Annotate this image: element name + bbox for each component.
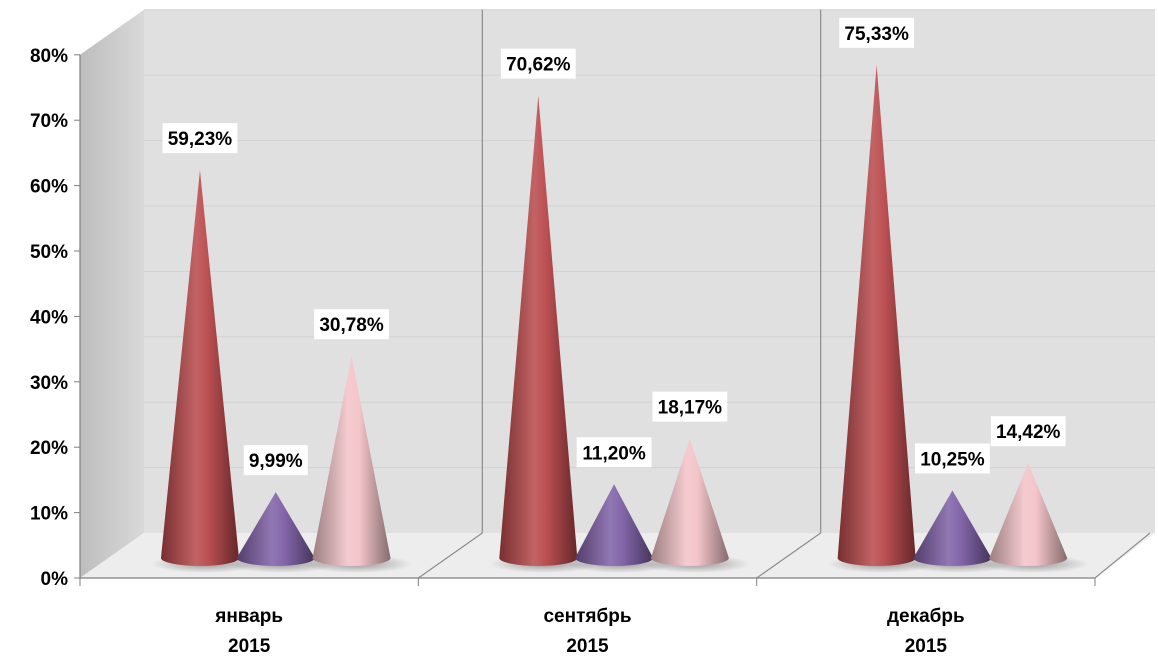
cone-bar [499,95,578,566]
data-label: 10,25% [920,449,985,470]
cone-bar [236,492,315,566]
data-label: 9,99% [249,451,303,472]
data-label-box [314,309,389,340]
data-label: 70,62% [506,55,571,76]
data-label: 59,23% [168,129,233,150]
y-tick-label: 80% [30,46,68,67]
side-wall [80,9,144,579]
y-tick-label: 30% [30,373,68,394]
category-label-line: 2015 [228,636,271,657]
y-tick-label: 60% [30,177,68,198]
floor-edge [1094,532,1151,579]
cone-bar [575,484,654,566]
category-label-line: декабрь [887,606,965,627]
category-label: декабрь 2015 [887,606,965,657]
y-tick-label: 0% [41,569,69,590]
data-label: 14,42% [996,422,1061,443]
y-tick-label: 70% [30,111,68,132]
y-tick-label: 20% [30,438,68,459]
cone-bar [650,438,729,566]
y-tick-label: 50% [30,242,68,263]
cone-bar [160,170,239,566]
data-label: 30,78% [319,315,384,336]
cone-bar [913,490,992,566]
cone-bar [837,64,916,566]
data-label-box [500,48,576,79]
category-label: сентябрь 2015 [543,606,631,657]
category-label: январь 2015 [214,606,283,657]
data-label-box [162,123,238,154]
cone-bar [312,356,391,566]
category-label-line: 2015 [566,636,609,657]
cone-bar [989,463,1068,566]
data-label: 11,20% [582,443,645,464]
y-tick-label: 40% [30,307,68,328]
category-label-line: сентябрь [543,606,631,627]
category-label-line: январь [214,606,283,627]
data-label-box [243,445,308,476]
data-label-box [839,17,915,48]
category-divider-floor [756,532,822,579]
data-label-box [576,437,652,468]
category-label-line: 2015 [905,636,948,657]
category-divider-floor [417,532,483,579]
data-label-box [915,443,990,474]
y-tick-label: 10% [30,504,68,525]
data-label-box [990,416,1066,447]
data-label-box [652,391,728,422]
data-label: 75,33% [844,24,909,45]
data-label: 18,17% [658,398,723,419]
